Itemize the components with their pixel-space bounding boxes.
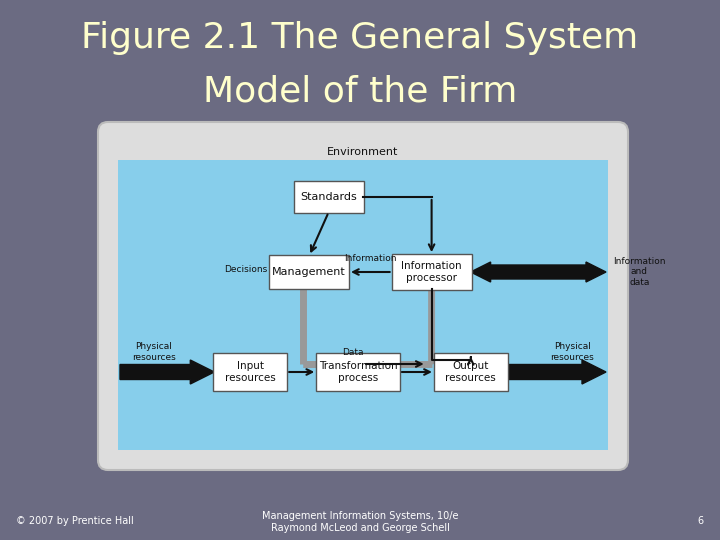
- Text: Data: Data: [342, 348, 364, 357]
- Text: Environment: Environment: [328, 147, 399, 157]
- FancyBboxPatch shape: [213, 353, 287, 391]
- FancyBboxPatch shape: [433, 353, 508, 391]
- Text: Management Information Systems, 10/e: Management Information Systems, 10/e: [262, 511, 458, 521]
- Text: Raymond McLeod and George Schell: Raymond McLeod and George Schell: [271, 523, 449, 533]
- FancyBboxPatch shape: [118, 160, 608, 450]
- Polygon shape: [507, 360, 606, 384]
- Polygon shape: [120, 360, 215, 384]
- FancyBboxPatch shape: [98, 122, 628, 470]
- FancyBboxPatch shape: [392, 254, 472, 290]
- Text: Transformation
process: Transformation process: [319, 361, 397, 383]
- Text: Information
and
data: Information and data: [613, 257, 665, 287]
- Text: Management: Management: [272, 267, 346, 277]
- Text: 6: 6: [698, 516, 704, 526]
- Text: Physical
resources: Physical resources: [550, 342, 594, 362]
- Text: Input
resources: Input resources: [225, 361, 276, 383]
- Text: © 2007 by Prentice Hall: © 2007 by Prentice Hall: [16, 516, 134, 526]
- Text: Physical
resources: Physical resources: [132, 342, 176, 362]
- FancyBboxPatch shape: [316, 353, 400, 391]
- Text: Standards: Standards: [300, 192, 357, 202]
- Text: Figure 2.1 The General System: Figure 2.1 The General System: [81, 21, 639, 55]
- Text: Decisions: Decisions: [224, 266, 267, 274]
- Text: Information: Information: [344, 254, 397, 263]
- FancyBboxPatch shape: [269, 255, 349, 289]
- Text: Information
processor: Information processor: [401, 261, 462, 283]
- FancyBboxPatch shape: [294, 181, 364, 213]
- Text: Output
resources: Output resources: [446, 361, 496, 383]
- Polygon shape: [471, 262, 606, 282]
- Text: Model of the Firm: Model of the Firm: [203, 75, 517, 109]
